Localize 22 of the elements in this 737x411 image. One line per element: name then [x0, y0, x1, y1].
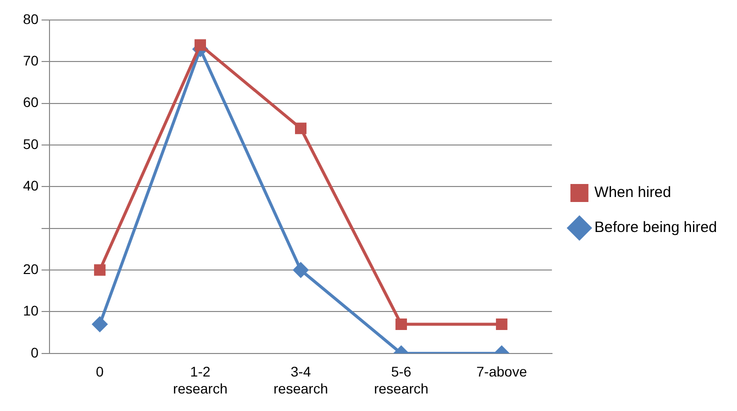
y-tick-label: 40 [22, 178, 39, 194]
point [295, 122, 306, 134]
y-tick-label: 70 [22, 52, 39, 69]
point [94, 264, 106, 276]
x-tick-label: 1-2 research [173, 364, 228, 396]
y-tick-label: 0 [30, 344, 39, 360]
point [395, 318, 407, 330]
legend-label: When hired [594, 184, 672, 202]
point [194, 39, 206, 51]
y-tick-label: 60 [22, 94, 39, 110]
legend-label: Before being hired [594, 219, 718, 236]
y-tick-label: 10 [22, 302, 39, 319]
x-tick-label: 3-4 research [274, 364, 328, 396]
point [293, 262, 308, 278]
y-tick-label: 80 [22, 10, 39, 27]
point [496, 318, 508, 330]
x-tick-label: 7-above [476, 364, 528, 380]
x-tick-label: 0 [96, 364, 104, 380]
y-tick-label: 50 [22, 136, 39, 152]
x-tick-label: 5-6 research [374, 364, 428, 396]
point [92, 316, 108, 332]
y-tick-label: 20 [22, 260, 39, 277]
